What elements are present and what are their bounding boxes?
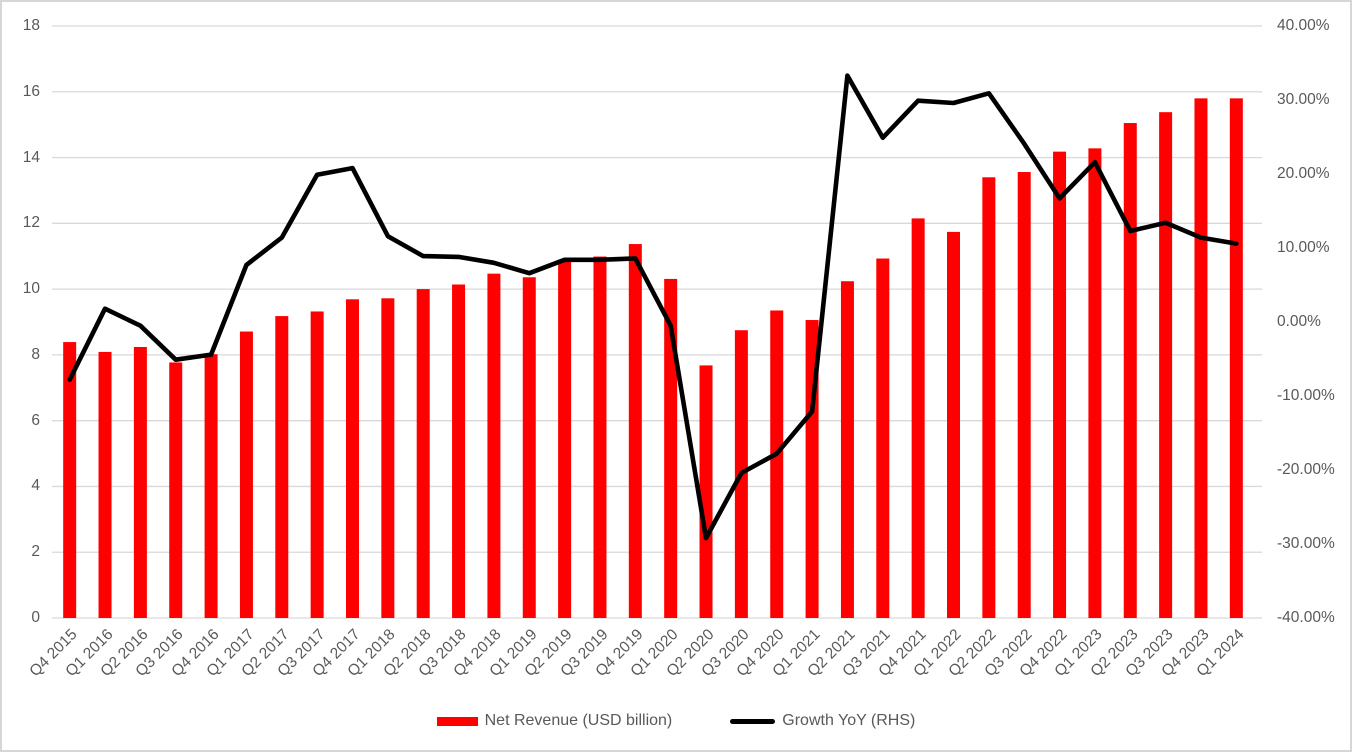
right-axis-tick-label: -10.00% <box>1277 387 1335 404</box>
left-axis-tick-label: 14 <box>22 148 40 166</box>
right-axis-tick-label: 20.00% <box>1277 165 1330 182</box>
bar-Q4 2017 <box>346 299 359 618</box>
bar-Q1 2019 <box>522 277 536 618</box>
bar-Q4 2015 <box>63 342 77 618</box>
left-axis-tick-label: 6 <box>31 411 40 429</box>
right-axis-tick-label: 0.00% <box>1277 313 1321 330</box>
right-axis-tick-label: -20.00% <box>1277 461 1335 478</box>
bar-Q3 2017 <box>310 311 324 618</box>
legend-item-net-revenue: Net Revenue (USD billion) <box>436 712 673 730</box>
right-axis-tick-label: -30.00% <box>1277 535 1335 552</box>
bar-Q1 2016 <box>98 351 112 618</box>
bar-Q2 2016 <box>133 346 147 618</box>
left-axis-tick-label: 8 <box>31 345 40 363</box>
bar-Q1 2020 <box>664 278 678 618</box>
bar-Q3 2019 <box>593 256 607 618</box>
legend-item-growth: Growth YoY (RHS) <box>730 712 915 730</box>
left-axis-tick-label: 2 <box>31 543 40 561</box>
bar-Q1 2024 <box>1229 98 1243 619</box>
bar-Q4 2016 <box>204 354 218 618</box>
bar-Q2 2020 <box>699 365 713 618</box>
bar-Q2 2019 <box>558 261 572 618</box>
bar-Q2 2018 <box>416 289 430 618</box>
bar-Q4 2022 <box>1053 151 1067 618</box>
bar-Q3 2018 <box>452 284 466 618</box>
bar-Q2 2023 <box>1123 123 1137 619</box>
bar-Q4 2018 <box>487 273 501 618</box>
right-axis-tick-label: 10.00% <box>1277 239 1330 256</box>
bar-Q1 2017 <box>239 331 253 618</box>
bar-Q4 2019 <box>628 244 642 618</box>
bar-Q2 2017 <box>275 316 289 618</box>
bar-Q3 2023 <box>1159 112 1173 619</box>
bar-Q4 2023 <box>1194 98 1208 619</box>
left-axis-tick-label: 16 <box>22 82 40 100</box>
bar-Q2 2021 <box>840 281 854 618</box>
bar-Q1 2018 <box>381 298 395 618</box>
bar-Q4 2020 <box>770 310 784 618</box>
right-axis-tick-label: 30.00% <box>1277 91 1330 108</box>
bar-Q3 2021 <box>876 258 890 618</box>
left-axis-tick-label: 4 <box>31 477 40 495</box>
bar-Q3 2022 <box>1017 172 1031 618</box>
bar-Q1 2022 <box>947 231 960 618</box>
left-axis-tick-label: 10 <box>22 280 40 298</box>
legend-label-net-revenue: Net Revenue (USD billion) <box>484 712 673 729</box>
bar-Q3 2016 <box>169 362 183 618</box>
right-axis-tick-label: -40.00% <box>1277 609 1335 626</box>
left-axis-tick-label: 12 <box>22 214 40 232</box>
right-axis-tick-label: 40.00% <box>1277 17 1330 34</box>
left-axis-tick-label: 0 <box>31 609 40 626</box>
legend: Net Revenue (USD billion) Growth YoY (RH… <box>2 712 1350 730</box>
growth-line <box>67 73 1239 541</box>
legend-label-growth: Growth YoY (RHS) <box>782 712 916 729</box>
bar-Q4 2021 <box>911 218 925 618</box>
bar-Q1 2023 <box>1088 148 1102 618</box>
bar-series-swatch <box>436 716 478 726</box>
line-series-swatch <box>730 718 776 724</box>
left-axis-tick-label: 18 <box>22 17 40 34</box>
bar-Q2 2022 <box>982 177 996 619</box>
